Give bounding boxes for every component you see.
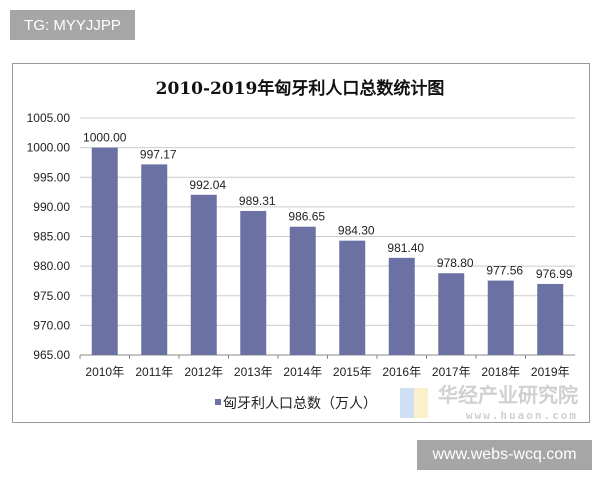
- bar: [289, 226, 316, 355]
- logo-mark-2: [414, 388, 428, 418]
- bar: [91, 147, 118, 355]
- watermark-bottom: www.webs-wcq.com: [417, 440, 592, 470]
- data-label: 976.99: [536, 267, 573, 281]
- logo-url: www.huaon.com: [466, 409, 578, 422]
- y-tick-label: 995.00: [33, 170, 70, 184]
- bar: [190, 194, 217, 355]
- data-label: 977.56: [486, 264, 523, 278]
- y-tick-label: 970.00: [33, 318, 70, 332]
- y-tick-label: 985.00: [33, 230, 70, 244]
- y-tick-label: 965.00: [33, 348, 70, 362]
- data-label: 981.40: [387, 241, 424, 255]
- data-label: 978.80: [437, 256, 474, 270]
- x-tick-label: 2018年: [481, 365, 520, 379]
- x-tick-label: 2019年: [531, 365, 570, 379]
- data-label: 984.30: [338, 224, 375, 238]
- y-tick-label: 975.00: [33, 289, 70, 303]
- legend: 匈牙利人口总数（万人）: [215, 396, 377, 412]
- logo-mark: [400, 388, 414, 418]
- bar: [388, 257, 415, 355]
- x-tick-label: 2012年: [184, 365, 223, 379]
- x-tick-label: 2017年: [432, 365, 471, 379]
- bar: [141, 164, 168, 355]
- bar: [240, 210, 267, 355]
- y-tick-label: 1000.00: [27, 141, 71, 155]
- data-label: 997.17: [140, 147, 177, 161]
- data-label: 1000.00: [83, 131, 127, 145]
- y-tick-label: 1005.00: [27, 111, 71, 125]
- data-label: 992.04: [189, 178, 226, 192]
- data-label: 986.65: [288, 210, 325, 224]
- logo-text: 华经产业研究院: [438, 383, 578, 407]
- legend-swatch: [215, 399, 221, 405]
- chart-title: 2010-2019年匈牙利人口总数统计图: [156, 78, 445, 99]
- legend-label: 匈牙利人口总数（万人）: [223, 396, 377, 412]
- bar: [339, 240, 366, 355]
- y-tick-label: 980.00: [33, 259, 70, 273]
- x-tick-label: 2015年: [333, 365, 372, 379]
- bar: [487, 280, 514, 355]
- x-tick-label: 2011年: [135, 365, 173, 379]
- bar: [438, 273, 465, 355]
- bar: [537, 283, 564, 355]
- logo-watermark: 华经产业研究院 www.huaon.com: [400, 383, 578, 422]
- y-tick-label: 990.00: [33, 200, 70, 214]
- x-tick-label: 2013年: [234, 365, 273, 379]
- watermark-top: TG: MYYJJPP: [10, 10, 135, 40]
- x-tick-label: 2016年: [382, 365, 421, 379]
- x-tick-label: 2014年: [283, 365, 322, 379]
- x-tick-label: 2010年: [85, 365, 124, 379]
- data-label: 989.31: [239, 194, 276, 208]
